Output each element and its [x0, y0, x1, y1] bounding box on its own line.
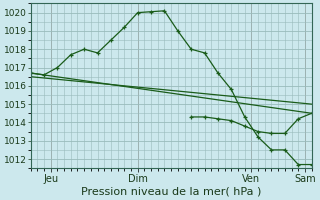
- X-axis label: Pression niveau de la mer( hPa ): Pression niveau de la mer( hPa ): [81, 187, 261, 197]
